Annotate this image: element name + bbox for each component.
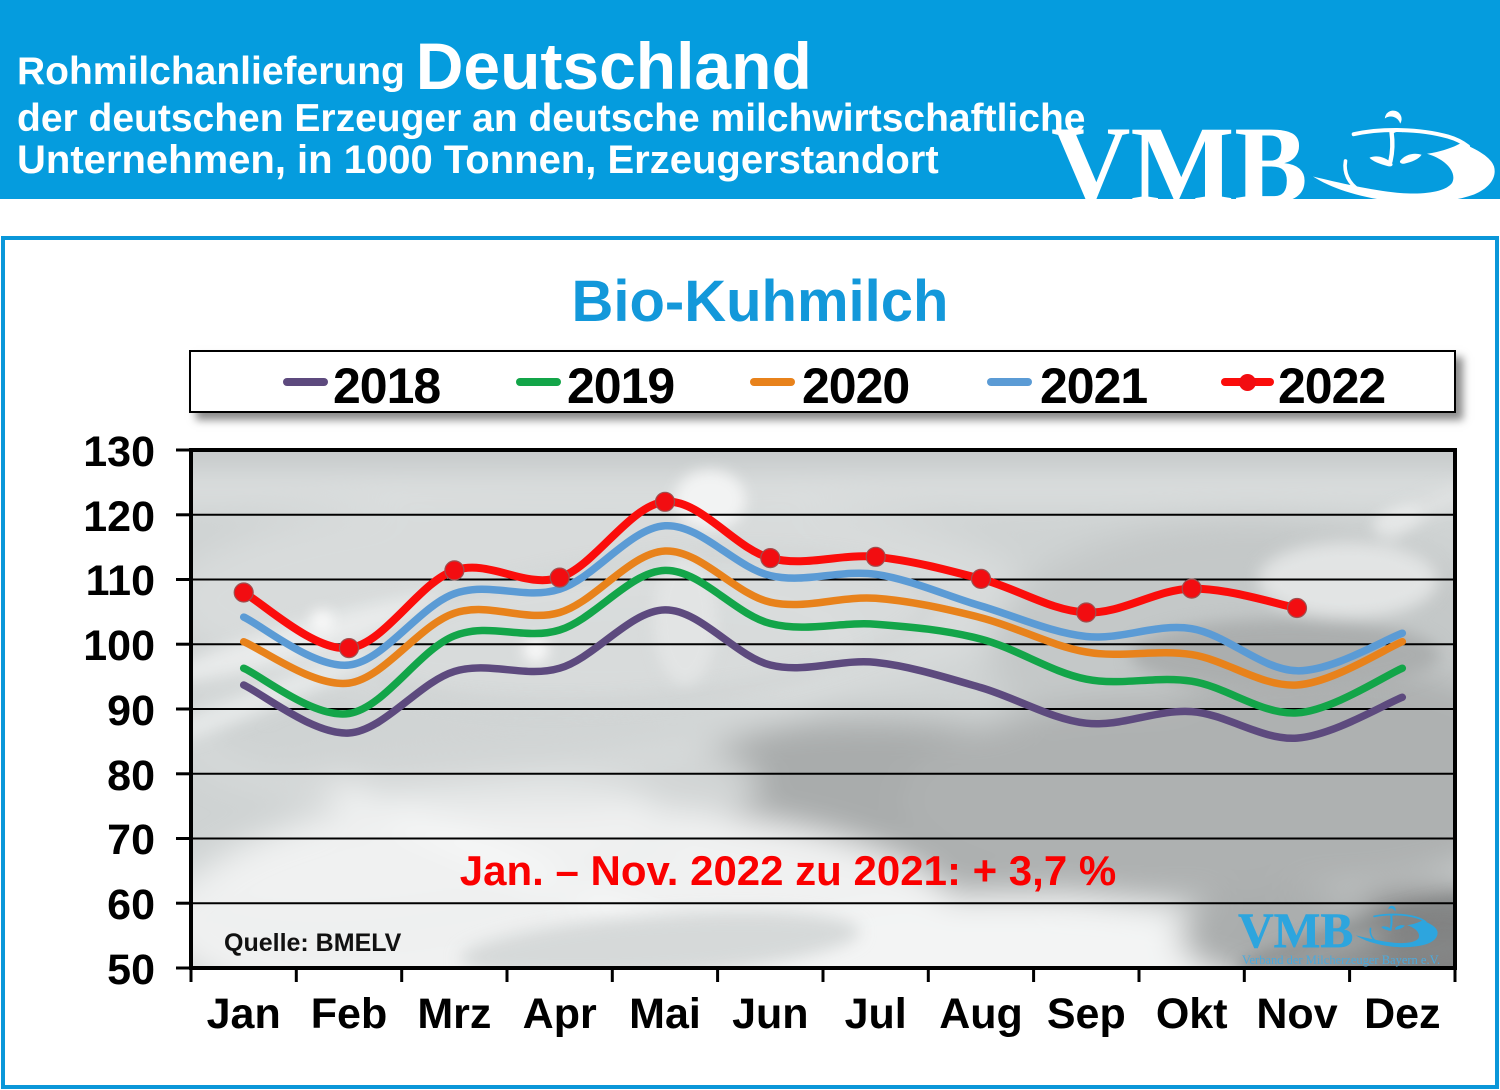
svg-text:Verband der Milcherzeuger Baye: Verband der Milcherzeuger Bayern e.V. bbox=[1242, 953, 1440, 967]
svg-text:Nov: Nov bbox=[1256, 990, 1337, 1038]
svg-text:Mrz: Mrz bbox=[417, 990, 491, 1038]
svg-text:130: 130 bbox=[83, 428, 155, 476]
svg-text:60: 60 bbox=[107, 881, 155, 929]
svg-text:Jul: Jul bbox=[845, 990, 907, 1038]
svg-text:VMB: VMB bbox=[1238, 903, 1353, 958]
svg-text:120: 120 bbox=[83, 493, 155, 541]
svg-text:110: 110 bbox=[86, 557, 155, 605]
svg-text:Quelle: BMELV: Quelle: BMELV bbox=[224, 929, 402, 957]
svg-text:Apr: Apr bbox=[523, 990, 597, 1038]
svg-text:Dez: Dez bbox=[1364, 990, 1440, 1038]
svg-text:50: 50 bbox=[107, 946, 155, 994]
svg-text:100: 100 bbox=[83, 622, 155, 670]
svg-text:Okt: Okt bbox=[1156, 990, 1228, 1038]
svg-text:VMB: VMB bbox=[1051, 104, 1308, 226]
svg-text:Sep: Sep bbox=[1047, 990, 1126, 1038]
svg-text:Mai: Mai bbox=[629, 990, 701, 1038]
svg-text:Feb: Feb bbox=[311, 990, 387, 1038]
svg-text:Aug: Aug bbox=[939, 990, 1023, 1038]
svg-text:70: 70 bbox=[107, 816, 155, 864]
svg-text:Jan: Jan bbox=[207, 990, 281, 1038]
svg-text:Jan. – Nov. 2022 zu 2021: + 3,: Jan. – Nov. 2022 zu 2021: + 3,7 % bbox=[460, 847, 1116, 894]
svg-text:Jun: Jun bbox=[732, 990, 808, 1038]
svg-text:80: 80 bbox=[107, 752, 155, 800]
svg-text:90: 90 bbox=[107, 687, 155, 735]
